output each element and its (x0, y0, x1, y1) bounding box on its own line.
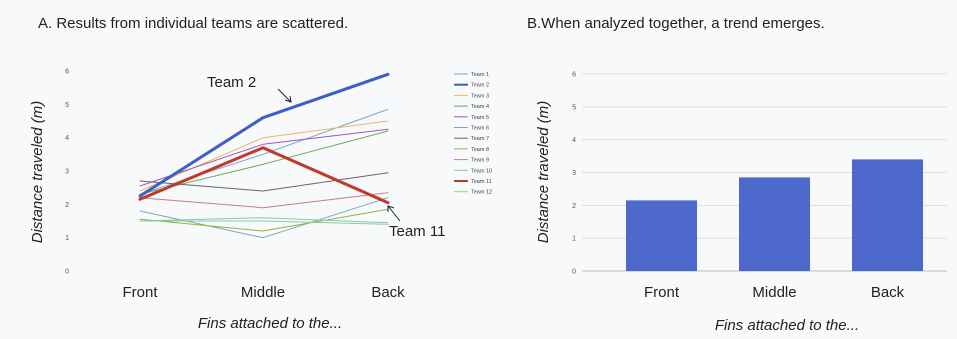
panel-a-y-tick-label: 0 (65, 269, 69, 276)
panel-b-title: B.When analyzed together, a trend emerge… (527, 15, 825, 32)
series-line-team-8 (139, 208, 389, 232)
series-line-team-7 (139, 172, 389, 192)
panel-a-x-axis-title: Fins attached to the... (198, 315, 342, 332)
series-line-team-11 (138, 146, 390, 205)
panel-b-y-tick-label: 2 (572, 203, 576, 210)
panel-b-y-ticks: 0 1 2 3 4 5 6 (572, 72, 576, 276)
panel-b-y-tick-label: 4 (572, 137, 576, 144)
bar-back (852, 159, 923, 271)
panel-a-annotations: Team 2 Team 11 (207, 74, 445, 240)
legend-label-team-12: Team 12 (471, 190, 492, 196)
annotation-team-2-arrow (277, 88, 292, 103)
panel-a-x-categories: Front Middle Back (122, 284, 405, 301)
legend-label-team-11: Team 11 (471, 179, 492, 185)
legend-label-team-10: Team 10 (471, 168, 492, 174)
legend-label-team-3: Team 3 (471, 93, 489, 99)
panel-a-title: A. Results from individual teams are sca… (38, 15, 348, 32)
legend-label-team-5: Team 5 (471, 115, 489, 121)
series-line-team-1 (139, 108, 389, 195)
annotation-team-11-arrow (387, 205, 401, 222)
panel-a-y-axis-title: Distance traveled (m) (29, 101, 46, 244)
panel-b-category-back: Back (871, 284, 905, 301)
annotation-team-2: Team 2 (207, 74, 256, 91)
bar-front (626, 200, 697, 271)
panel-b-y-tick-label: 1 (572, 236, 576, 243)
series-line-team-12 (139, 220, 389, 225)
panel-b-bar-chart: B.When analyzed together, a trend emerge… (527, 15, 947, 334)
panel-a-y-tick-label: 6 (65, 69, 69, 76)
panel-b-y-tick-label: 3 (572, 170, 576, 177)
panel-a-category-back: Back (371, 284, 405, 301)
panel-a-legend: Team 1 Team 2 Team 3 Team 4 Team 5 Team 6 Team… (454, 72, 492, 196)
legend-label-team-8: Team 8 (471, 147, 489, 153)
panel-a-y-tick-label: 3 (65, 169, 69, 176)
panel-b-y-axis-title: Distance traveled (m) (535, 101, 552, 244)
bar-middle (739, 177, 810, 271)
panel-a-series-lines (138, 72, 390, 239)
panel-a-y-tick-label: 4 (65, 135, 69, 142)
panel-b-y-tick-label: 0 (572, 269, 576, 276)
panel-b-y-tick-label: 6 (572, 72, 576, 79)
series-line-team-5 (139, 128, 389, 187)
annotation-team-11: Team 11 (389, 223, 445, 240)
series-line-team-3 (139, 120, 389, 192)
panel-a-y-tick-label: 5 (65, 102, 69, 109)
panel-a-y-tick-label: 2 (65, 202, 69, 209)
legend-label-team-2: Team 2 (471, 83, 489, 89)
panel-a-category-middle: Middle (241, 284, 285, 301)
legend-label-team-6: Team 6 (471, 126, 489, 132)
legend-label-team-1: Team 1 (471, 72, 489, 78)
series-line-team-2 (138, 72, 390, 198)
panel-a-y-ticks: 0 1 2 3 4 5 6 (65, 69, 69, 276)
panel-b-y-tick-label: 5 (572, 104, 576, 111)
panel-b-x-axis-title: Fins attached to the... (715, 317, 859, 334)
panel-b-category-front: Front (644, 284, 680, 301)
legend-label-team-7: Team 7 (471, 136, 489, 142)
panel-b-category-middle: Middle (752, 284, 796, 301)
annotation-team-11-arrowhead (387, 205, 395, 212)
legend-label-team-9: Team 9 (471, 158, 489, 164)
panel-a-line-chart: A. Results from individual teams are sca… (29, 15, 492, 332)
series-line-team-9 (139, 192, 389, 209)
legend-label-team-4: Team 4 (471, 104, 489, 110)
annotation-team-2-arrowhead (284, 95, 292, 103)
panel-b-bars (626, 159, 923, 271)
panel-a-category-front: Front (122, 284, 158, 301)
series-line-team-10 (139, 217, 389, 224)
panel-a-y-tick-label: 1 (65, 235, 69, 242)
panel-b-x-categories: Front Middle Back (644, 284, 905, 301)
